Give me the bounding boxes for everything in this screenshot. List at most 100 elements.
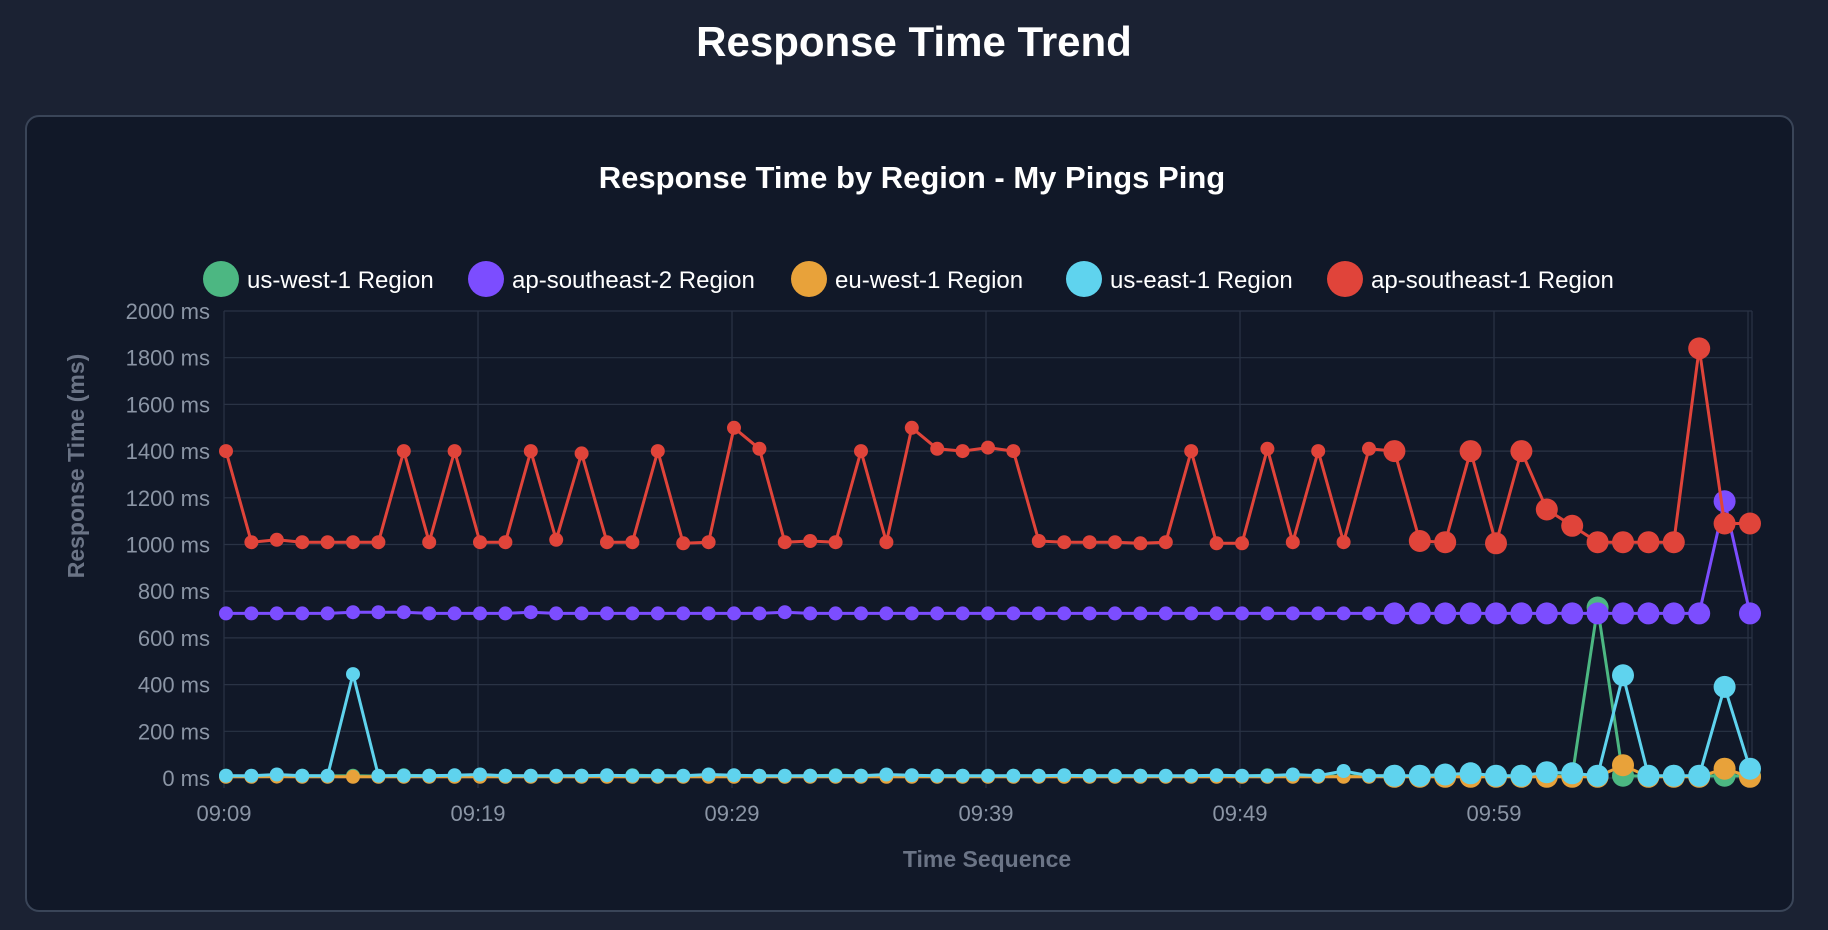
data-point[interactable]: [701, 535, 716, 550]
data-point[interactable]: [1082, 768, 1097, 783]
data-point[interactable]: [1434, 602, 1457, 625]
data-point[interactable]: [777, 768, 792, 783]
data-point[interactable]: [1057, 535, 1072, 550]
data-point[interactable]: [1209, 536, 1224, 551]
data-point[interactable]: [1459, 762, 1482, 785]
data-point[interactable]: [1006, 444, 1021, 459]
data-point[interactable]: [1362, 768, 1376, 783]
data-point[interactable]: [1561, 762, 1584, 785]
data-point[interactable]: [422, 535, 437, 550]
legend-item[interactable]: ap-southeast-2 Region: [468, 261, 755, 297]
data-point[interactable]: [1336, 606, 1351, 621]
data-point[interactable]: [1082, 535, 1097, 550]
data-point[interactable]: [828, 768, 843, 783]
data-point[interactable]: [803, 768, 818, 783]
data-point[interactable]: [1713, 490, 1736, 513]
data-point[interactable]: [473, 606, 487, 621]
data-point[interactable]: [1459, 602, 1482, 625]
data-point[interactable]: [1612, 602, 1634, 625]
data-point[interactable]: [1586, 531, 1609, 554]
data-point[interactable]: [879, 767, 894, 782]
data-point[interactable]: [752, 606, 767, 621]
data-point[interactable]: [676, 536, 691, 551]
data-point[interactable]: [981, 768, 995, 783]
data-point[interactable]: [1311, 768, 1326, 783]
data-point[interactable]: [1586, 764, 1609, 787]
data-point[interactable]: [1209, 768, 1224, 783]
data-point[interactable]: [244, 768, 259, 783]
data-point[interactable]: [1260, 606, 1275, 621]
data-point[interactable]: [1057, 606, 1072, 621]
data-point[interactable]: [955, 768, 970, 783]
data-point[interactable]: [955, 444, 970, 459]
data-point[interactable]: [346, 667, 360, 682]
data-point[interactable]: [371, 768, 386, 783]
data-point[interactable]: [1383, 440, 1406, 463]
data-point[interactable]: [1158, 768, 1173, 783]
data-point[interactable]: [574, 446, 589, 461]
data-point[interactable]: [625, 606, 640, 621]
data-point[interactable]: [1535, 602, 1558, 625]
data-point[interactable]: [1108, 606, 1122, 621]
data-point[interactable]: [854, 606, 868, 621]
data-point[interactable]: [523, 605, 538, 620]
data-point[interactable]: [1285, 606, 1300, 621]
data-point[interactable]: [904, 420, 919, 435]
data-point[interactable]: [1108, 768, 1122, 783]
data-point[interactable]: [295, 768, 310, 783]
data-point[interactable]: [371, 535, 386, 550]
data-point[interactable]: [1006, 606, 1021, 621]
data-point[interactable]: [1561, 602, 1584, 625]
data-point[interactable]: [1184, 768, 1199, 783]
data-point[interactable]: [650, 444, 665, 459]
data-point[interactable]: [396, 444, 411, 459]
data-point[interactable]: [650, 768, 665, 783]
data-point[interactable]: [600, 606, 614, 621]
data-point[interactable]: [447, 768, 462, 783]
data-point[interactable]: [549, 768, 564, 783]
data-point[interactable]: [523, 444, 538, 459]
data-point[interactable]: [447, 444, 462, 459]
data-point[interactable]: [244, 535, 259, 550]
data-point[interactable]: [1057, 768, 1072, 783]
data-point[interactable]: [269, 532, 284, 547]
data-point[interactable]: [1662, 531, 1685, 554]
data-point[interactable]: [676, 768, 691, 783]
data-point[interactable]: [1031, 768, 1046, 783]
data-point[interactable]: [727, 606, 741, 621]
data-point[interactable]: [981, 440, 995, 455]
data-point[interactable]: [904, 768, 919, 783]
data-point[interactable]: [1637, 764, 1660, 787]
legend-item[interactable]: ap-southeast-1 Region: [1327, 261, 1614, 297]
data-point[interactable]: [1535, 498, 1558, 521]
data-point[interactable]: [1688, 337, 1711, 360]
data-point[interactable]: [930, 768, 945, 783]
data-point[interactable]: [1235, 768, 1249, 783]
data-point[interactable]: [879, 606, 894, 621]
data-point[interactable]: [346, 605, 360, 620]
data-point[interactable]: [828, 606, 843, 621]
data-point[interactable]: [269, 606, 284, 621]
data-point[interactable]: [879, 535, 894, 550]
data-point[interactable]: [1285, 767, 1300, 782]
legend-item[interactable]: eu-west-1 Region: [791, 261, 1023, 297]
data-point[interactable]: [447, 606, 462, 621]
data-point[interactable]: [1662, 764, 1685, 787]
data-point[interactable]: [549, 606, 564, 621]
data-point[interactable]: [1184, 606, 1199, 621]
data-point[interactable]: [981, 606, 995, 621]
data-point[interactable]: [1362, 606, 1376, 621]
data-point[interactable]: [1688, 764, 1711, 787]
data-point[interactable]: [777, 605, 792, 620]
data-point[interactable]: [219, 768, 233, 783]
data-point[interactable]: [1133, 606, 1148, 621]
data-point[interactable]: [854, 444, 868, 459]
data-point[interactable]: [1158, 535, 1173, 550]
data-point[interactable]: [1311, 606, 1326, 621]
data-point[interactable]: [930, 606, 945, 621]
data-point[interactable]: [1561, 514, 1584, 537]
data-point[interactable]: [1688, 602, 1711, 625]
data-point[interactable]: [854, 768, 868, 783]
data-point[interactable]: [1082, 606, 1097, 621]
data-point[interactable]: [1260, 441, 1275, 456]
